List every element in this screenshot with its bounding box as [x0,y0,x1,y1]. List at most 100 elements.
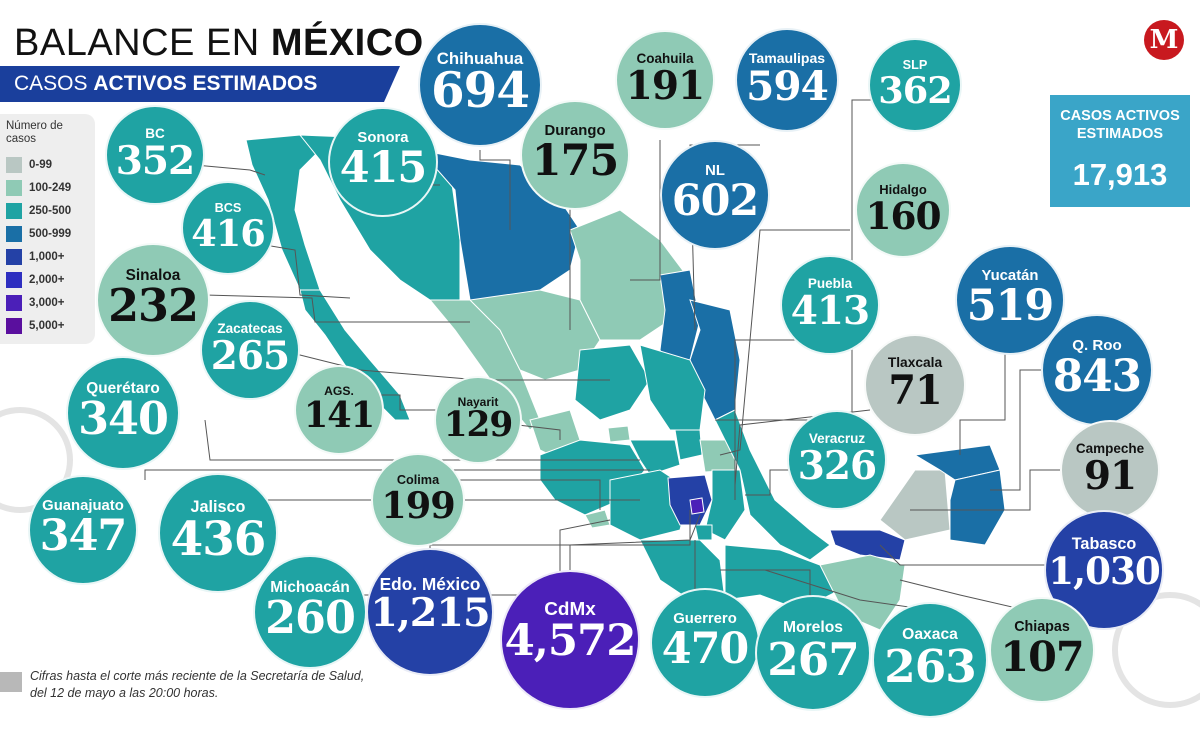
state-bubble: Sonora 415 [328,107,438,217]
state-bubble: Morelos 267 [755,595,871,711]
legend-label: 1,000+ [29,251,65,263]
state-value: 141 [303,394,375,436]
virus-decoration-icon [0,407,1200,708]
state-value: 602 [671,176,760,227]
state-value: 436 [170,512,267,568]
subtitle-bar: CASOS ACTIVOS ESTIMADOS [0,66,400,102]
state-bubble: Colima 199 [371,453,465,547]
state-value: 362 [878,69,953,113]
state-name: Veracruz [808,431,866,446]
state-name: Q. Roo [1072,337,1122,355]
state-bubble: Sinaloa 232 [96,243,210,357]
map-queretaro [674,429,703,461]
legend-item: 500-999 [6,226,71,242]
map-veracruz [714,409,831,561]
subtitle-part1: CASOS [14,72,94,95]
legend-swatch [6,157,22,173]
title-part1: BALANCE EN [14,22,271,64]
state-bubble: Yucatán 519 [955,245,1065,355]
legend-item: 0-99 [6,157,52,173]
state-bubble: Durango 175 [520,100,630,210]
state-value: 470 [661,624,750,675]
state-name: BC [145,126,165,141]
state-bubble: NL 602 [660,140,770,250]
state-value: 263 [884,639,976,693]
state-value: 326 [797,443,877,489]
state-bubble: SLP 362 [868,38,962,132]
state-value: 347 [39,511,128,562]
state-bubble: Guerrero 470 [650,588,760,698]
state-name: Nayarit [457,394,499,409]
state-value: 129 [443,405,514,446]
state-name: Michoacán [270,578,350,596]
state-value: 594 [746,62,829,111]
legend-item: 3,000+ [6,295,65,311]
legend-label: 500-999 [29,228,72,240]
state-bubble: Campeche 91 [1060,420,1160,520]
state-name: Jalisco [190,497,246,516]
state-name: Zacatecas [217,321,283,336]
state-value: 160 [865,193,941,238]
legend-swatch [6,272,22,288]
state-bubble: Tlaxcala 71 [864,334,966,436]
state-name: Sonora [357,129,409,146]
state-value: 199 [381,484,456,528]
state-value: 91 [1083,453,1137,499]
state-name: Yucatán [981,267,1039,284]
milenio-logo: M [1144,20,1184,60]
map-guanajuato [629,439,681,476]
state-name: Chiapas [1014,619,1070,636]
state-bubble: BC 352 [105,105,205,205]
state-value: 415 [339,143,428,194]
state-name: Morelos [782,619,844,637]
map-cdmx [689,497,705,515]
subtitle-part2: ACTIVOS ESTIMADOS [93,72,318,95]
state-name: Chihuahua [436,48,524,68]
legend-item: 5,000+ [6,318,65,334]
legend-swatch [6,203,22,219]
source-note: Cifras hasta el corte más reciente de la… [30,669,365,700]
legend-item: 1,000+ [6,249,65,265]
legend-label: 250-500 [29,205,72,217]
state-name: Tamaulipas [748,49,826,66]
map-ags [607,425,631,443]
note-swatch [0,672,22,692]
legend: Número de casos 0-99 100-249 250-500 500-99… [0,114,95,344]
state-bubble: Veracruz 326 [787,410,887,510]
legend-swatch [6,249,22,265]
state-name: Querétaro [86,379,160,397]
state-name: Campeche [1075,441,1145,456]
state-name: Guerrero [673,610,737,627]
state-bubble: Oaxaca 263 [872,602,988,718]
state-bubble: Edo. México 1,215 [366,548,494,676]
state-value: 519 [966,281,1055,332]
state-value: 260 [265,592,356,645]
state-value: 175 [531,136,620,187]
state-name: Puebla [807,276,853,291]
state-value: 340 [78,393,169,446]
state-bubble: Chiapas 107 [989,597,1095,703]
state-bubble: Guanajuato 347 [28,475,138,585]
legend-item: 2,000+ [6,272,65,288]
state-value: 1,215 [370,589,490,636]
logo-letter: M [1149,25,1179,55]
legend-title: Número de casos [6,120,63,145]
state-name: AGS. [324,384,354,399]
state-name: Coahuila [636,51,694,66]
state-value: 71 [888,367,942,414]
state-value: 265 [210,333,290,379]
legend-label: 3,000+ [29,297,65,309]
state-name: Tabasco [1071,534,1137,553]
state-bubble: Querétaro 340 [66,356,180,470]
state-value: 107 [1000,631,1084,681]
state-name: Sinaloa [125,266,181,284]
legend-swatch [6,180,22,196]
state-bubble: CdMx 4,572 [500,570,640,710]
state-value: 843 [1052,350,1142,402]
map-qroo [949,469,1006,546]
mexico-map [245,134,1006,631]
state-value: 1,030 [1048,549,1160,594]
state-value: 416 [191,212,266,256]
legend-swatch [6,295,22,311]
map-zacatecas [574,344,651,421]
